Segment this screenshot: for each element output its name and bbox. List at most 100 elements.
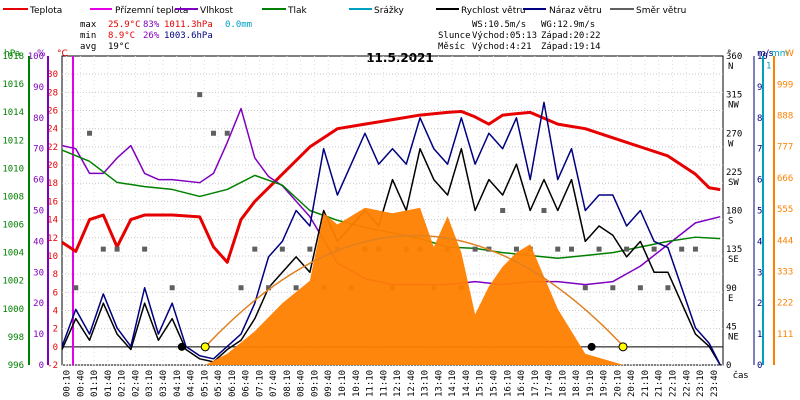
tick-time: 02:40 (131, 370, 141, 397)
tick-ms: 6 (757, 176, 762, 186)
legend: Teplota Přízemní teplota Vlhkost Tlak Sr… (3, 6, 686, 16)
tick-time: 02:10 (118, 370, 128, 397)
sun-rise-marker (200, 342, 210, 352)
wind-direction-point (692, 246, 698, 252)
wind-direction-point (73, 285, 79, 291)
tick-time: 06:40 (242, 370, 252, 397)
tick-time: 05:40 (214, 370, 224, 397)
tick-ms: 4 (757, 237, 762, 247)
axis-unit-deg: ° (727, 49, 732, 59)
sun-set: Západ:20:22 (541, 31, 601, 41)
series-line-rychlost-větru (61, 147, 721, 366)
stats-block: max 25.9°C 83% 1011.3hPa 0.0mm min 8.9°C… (80, 20, 252, 52)
tick-time: 07:10 (255, 370, 265, 397)
wind-direction-point (624, 246, 630, 252)
tick-degc: 26 (47, 107, 58, 117)
tick-time: 23:40 (710, 370, 720, 397)
tick-time: 12:40 (407, 370, 417, 397)
legend-srazky: Srážky (374, 6, 405, 16)
tick-deg: 315 (726, 91, 742, 101)
tick-w: 222 (777, 299, 793, 309)
tick-time: 10:10 (338, 370, 348, 397)
legend-prizemni: Přízemní teplota (115, 6, 188, 16)
wind-direction-point (114, 246, 120, 252)
wind-direction-point (142, 246, 148, 252)
tick-degc: 10 (47, 252, 58, 262)
tick-hpa: 1008 (2, 192, 24, 202)
tick-pct: 20 (33, 299, 44, 309)
tick-time: 18:10 (558, 370, 568, 397)
legend-rychlost: Rychlost větru (461, 6, 526, 16)
tick-w: 999 (777, 80, 793, 90)
tick-w: 333 (777, 267, 793, 277)
tick-time: 16:10 (503, 370, 513, 397)
wind-direction-point (665, 285, 671, 291)
tick-time: 14:40 (462, 370, 472, 397)
tick-time: 00:10 (63, 370, 73, 397)
legend-smer: Směr větru (636, 6, 686, 16)
tick-degc: 8 (53, 270, 58, 280)
tick-pct: 60 (33, 176, 44, 186)
wind-direction-point (279, 246, 285, 252)
wind-direction-point (293, 285, 299, 291)
moon-set-marker (587, 342, 596, 351)
tick-time: 17:40 (545, 370, 555, 397)
axis-unit-hpa: hPa (4, 49, 20, 59)
tick-time: 04:10 (173, 370, 183, 397)
tick-w: 555 (777, 205, 793, 215)
wind-direction-point (582, 285, 588, 291)
wind-direction-point (637, 285, 643, 291)
tick-time: 08:40 (297, 370, 307, 397)
tick-time: 17:10 (531, 370, 541, 397)
astro-block: WS:10.5m/s WG:12.9m/s Slunce Východ:05:1… (438, 20, 601, 52)
stats-min-label: min (80, 31, 96, 41)
tick-pct: 100 (28, 52, 44, 62)
tick-deg: 360 (726, 52, 742, 62)
tick-ms: 8 (757, 114, 762, 124)
tick-compass: N (728, 62, 733, 72)
wind-gust-max: WG:12.9m/s (541, 20, 595, 30)
wind-direction-point (500, 208, 506, 213)
tick-deg: 0 (726, 361, 731, 371)
tick-pct: 30 (33, 268, 44, 278)
tick-compass: E (728, 294, 733, 304)
series-line-teplota (61, 109, 721, 264)
tick-compass: SE (728, 255, 739, 265)
wind-direction-point (197, 92, 203, 98)
right-axes: 360N315NW270W225SW180S135SE90E45NE010987… (726, 52, 793, 371)
tick-compass: SW (728, 178, 739, 188)
tick-time: 08:10 (283, 370, 293, 397)
stats-min-hum: 26% (143, 31, 160, 41)
tick-degc: 24 (47, 125, 58, 135)
x-axis: 00:10 00:40 01:10 01:40 02:10 02:40 03:10 03:40… (63, 370, 720, 397)
stats-min-press: 1003.6hPa (164, 31, 213, 41)
tick-deg: 180 (726, 207, 742, 217)
wind-direction-point (569, 246, 575, 252)
axis-unit-pct: % (37, 49, 46, 59)
tick-compass: NW (728, 101, 739, 111)
tick-ms: 2 (757, 299, 762, 309)
series-line-náraz-větru (61, 101, 721, 366)
stats-max-press: 1011.3hPa (164, 20, 213, 30)
tick-deg: 225 (726, 168, 742, 178)
tick-pct: 90 (33, 83, 44, 93)
legend-tlak: Tlak (287, 6, 308, 16)
tick-hpa: 1006 (2, 221, 24, 231)
tick-hpa: 1016 (2, 80, 24, 90)
sun-rise: Východ:05:13 (472, 31, 537, 41)
tick-pct: 10 (33, 330, 44, 340)
tick-compass: NE (728, 332, 739, 342)
tick-deg: 90 (726, 284, 737, 294)
solar-area (205, 207, 624, 365)
tick-compass: S (728, 217, 733, 227)
tick-ms: 3 (757, 268, 762, 278)
tick-degc: 2 (53, 325, 58, 335)
wind-direction-point (651, 246, 657, 252)
tick-time: 21:40 (655, 370, 665, 397)
tick-time: 07:40 (269, 370, 279, 397)
wind-direction-point (252, 246, 258, 252)
wind-direction-point (679, 246, 685, 252)
wind-direction-point (224, 130, 230, 136)
axis-unit-mm: mm (771, 49, 789, 59)
